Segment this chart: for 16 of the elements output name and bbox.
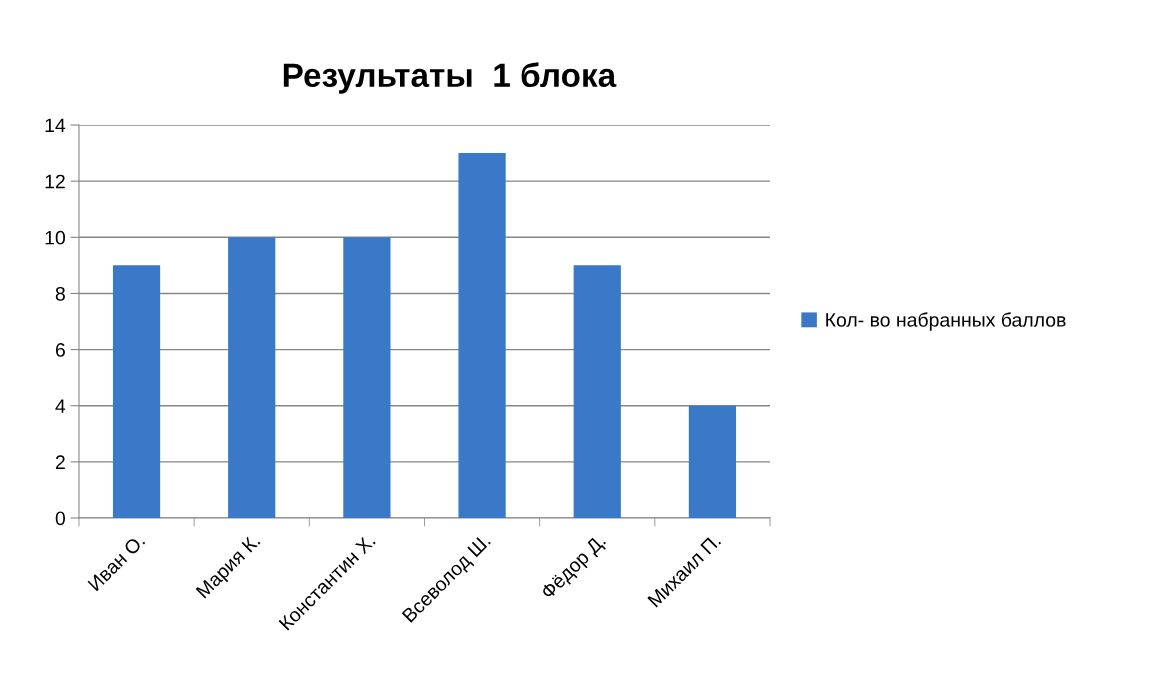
y-tick-label: 12 <box>45 174 65 189</box>
chart-title: Результаты 1 блока <box>283 62 617 94</box>
bar <box>458 153 506 518</box>
bar <box>228 237 276 518</box>
y-tick-label: 10 <box>45 230 66 245</box>
y-tick-label: 14 <box>45 118 66 133</box>
bar <box>112 265 161 518</box>
y-tick-label: 0 <box>55 511 65 526</box>
legend-label: Кол- во набранных баллов <box>826 312 1066 331</box>
y-tick-label: 8 <box>55 286 65 301</box>
y-tick-label: 6 <box>55 343 65 357</box>
bar <box>573 265 621 518</box>
y-tick-label: 2 <box>55 455 65 469</box>
bar <box>688 405 737 518</box>
y-tick-label: 4 <box>55 399 66 413</box>
bar <box>343 237 391 518</box>
